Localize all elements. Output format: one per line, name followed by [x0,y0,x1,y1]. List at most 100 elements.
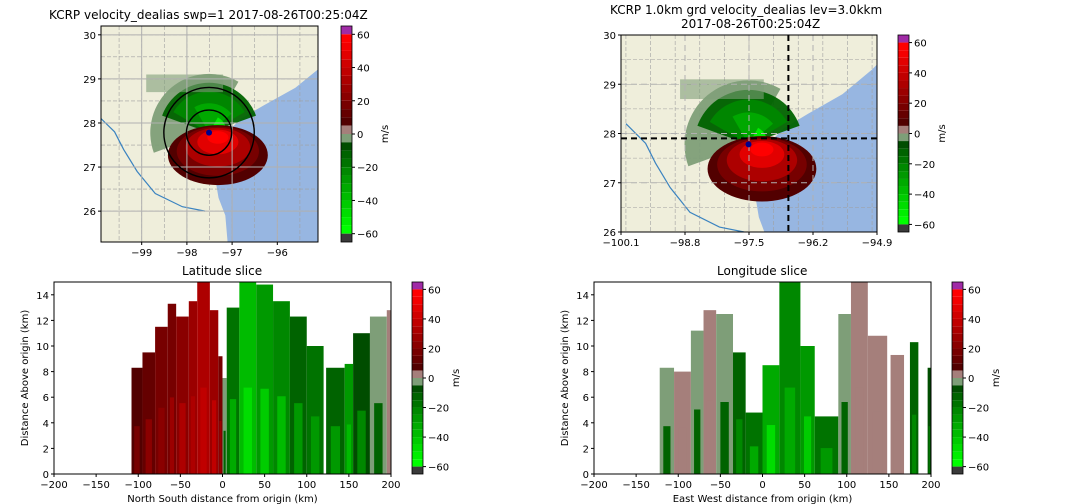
slice-column [909,342,919,474]
x-tick-label: −96 [267,248,288,259]
colorbar-bin [412,459,423,467]
colorbar-bin [412,326,423,334]
x-axis-label: North South distance from origin (km) [127,494,317,504]
slice-core [678,427,687,474]
colorbar-bin [952,326,963,334]
colorbar-bin [412,333,423,342]
colorbar-bin [341,109,352,118]
slice-core [663,426,671,474]
colorbar-bin [898,118,909,126]
colorbar-bin [898,209,909,217]
colorbar-bin [341,50,352,60]
colorbar-tick-label: 60 [968,285,981,296]
colorbar-bin [898,148,909,157]
colorbar-bin [898,72,909,81]
radar-site-marker [745,141,752,148]
slice-column [386,310,391,474]
outbound-velocity [207,131,229,144]
colorbar-bin [412,414,423,423]
colorbar-bin [952,392,963,401]
y-tick-label: 6 [43,393,49,404]
colorbar-bin [341,225,352,234]
colorbar-bin [412,392,423,401]
colorbar-tick-label: −20 [914,160,935,171]
colorbar-tick-label: −40 [428,433,449,444]
x-axis-label: East West distance from origin (km) [673,494,853,504]
colorbar-bin [952,355,963,364]
colorbar-bin [412,422,423,430]
slice-column [344,363,354,474]
slice-core [145,419,152,474]
slice-core [694,409,701,474]
x-tick-label: 50 [258,480,271,491]
colorbar-tick-label: 60 [428,285,441,296]
y-tick-label: 26 [603,228,616,239]
colorbar-bin [412,400,423,408]
slice-column [222,378,227,474]
y-tick-label: 12 [36,316,49,327]
colorbar-bin [341,233,352,242]
colorbar-bin [412,451,423,460]
slice-core [841,402,848,474]
colorbar-bin [341,192,352,201]
slice-core [855,387,864,474]
map-layer [621,35,877,232]
colorbar-bin [952,444,963,452]
slice-core [179,403,186,474]
colorbar-tick-label: −60 [968,463,989,474]
colorbar-bin [952,318,963,327]
colorbar-tick-label: 0 [428,374,434,385]
colorbar-label: m/s [380,125,391,143]
colorbar-tick-label: −40 [357,196,378,207]
ppi-title: KCRP velocity_dealias swp=1 2017-08-26T0… [49,8,368,22]
colorbar-bin [341,84,352,93]
colorbar-tick-label: 0 [914,130,920,141]
colorbar-bin [412,282,423,290]
y-axis-label: Distance Above origin (km) [560,310,571,447]
colorbar-tick-label: 20 [357,97,370,108]
colorbar-bin [898,194,909,202]
y-tick-label: 30 [83,31,96,42]
colorbar-bin [341,42,352,51]
colorbar-bin [412,355,423,364]
y-tick-label: 27 [83,163,96,174]
x-tick-label: −50 [170,480,191,491]
x-tick-label: −94.9 [862,238,893,249]
y-tick-label: 28 [83,119,96,130]
colorbar-tick-label: −20 [428,404,449,415]
y-tick-label: 2 [43,444,49,455]
lon-slice-title: Longitude slice [717,264,808,278]
colorbar-bin [898,50,909,58]
slice-column [218,356,223,474]
colorbar-bin [412,304,423,312]
colorbar-bin [412,289,423,297]
colorbar-bin [952,311,963,319]
slice-core [928,426,931,474]
slice-core [912,414,917,474]
colorbar-tick-label: −60 [428,463,449,474]
colorbar-bin [898,65,909,73]
inbound-velocity [732,112,774,145]
x-tick-label: −200 [580,480,607,491]
colorbar-bin [412,385,423,393]
y-tick-label: 4 [43,419,49,430]
colorbar-tick-label: 60 [914,39,927,50]
colorbar-bin [898,35,909,43]
colorbar-bin [412,341,423,349]
colorbar-bin [341,200,352,209]
colorbar-bin [898,141,909,149]
colorbar-bin [952,407,963,415]
slice-column [188,301,198,474]
x-tick-label: −98.8 [670,238,701,249]
colorbar-bin [341,67,352,76]
slice-core [260,388,269,474]
y-tick-label: 12 [576,316,589,327]
colorbar-bin [412,348,423,356]
slice-core [820,448,833,474]
grid-subtitle: 2017-08-26T00:25:04Z [681,17,821,31]
colorbar-tick-label: 40 [357,64,370,75]
y-tick-label: 0 [583,470,589,481]
slice-core [357,410,366,474]
slice-core [294,403,303,474]
x-tick-label: −96.2 [798,238,829,249]
